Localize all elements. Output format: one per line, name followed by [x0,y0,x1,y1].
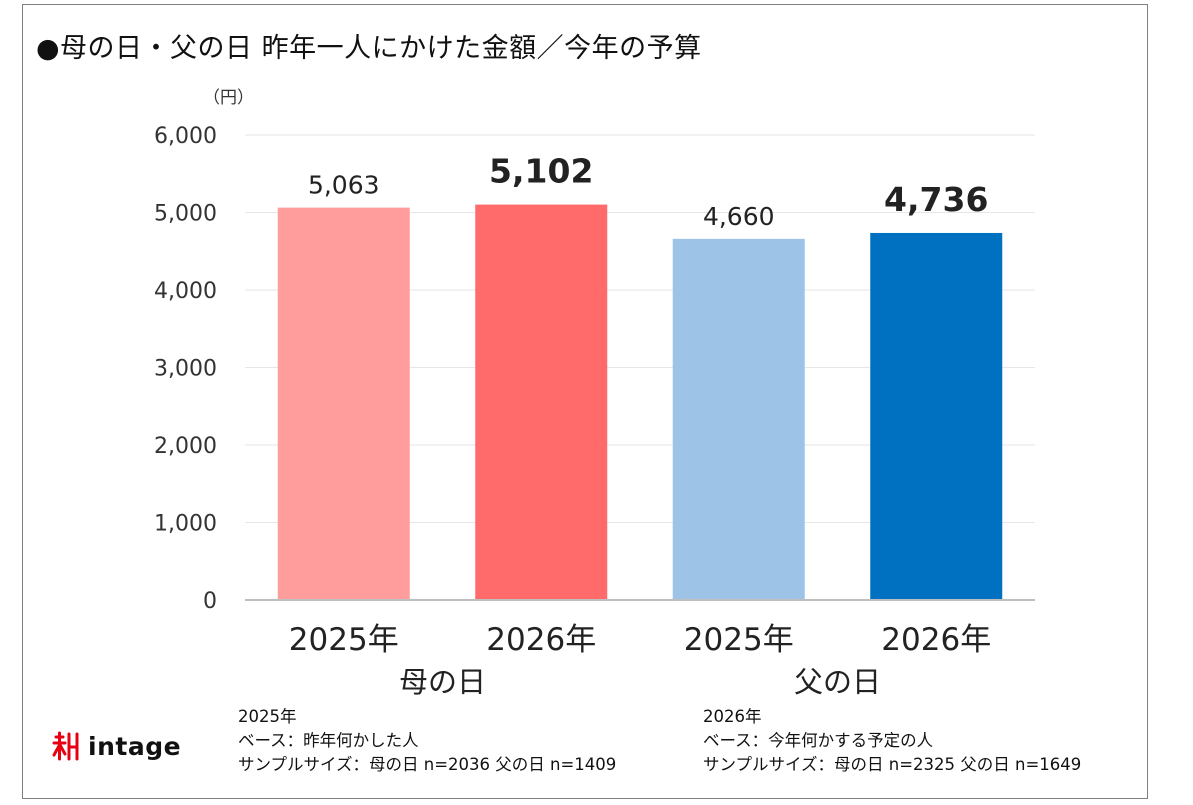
notes-2025: 2025年 ベース：昨年何かした人 サンプルサイズ：母の日 n=2036 父の日… [238,705,616,777]
notes-2025-year: 2025年 [238,707,297,726]
intage-logo-icon [52,731,79,761]
x-tick-label: 2026年 [486,622,596,658]
x-tick-label: 2025年 [289,622,399,658]
y-tick-label: 5,000 [154,202,217,227]
y-tick-label: 4,000 [154,279,217,304]
y-tick-label: 6,000 [154,124,217,149]
bar [277,207,410,600]
notes-2026: 2026年 ベース：今年何かする予定の人 サンプルサイズ：母の日 n=2325 … [703,705,1081,777]
y-unit-label: （円） [203,88,254,108]
y-tick-label: 1,000 [154,512,217,537]
notes-2026-base: ベース：今年何かする予定の人 [703,731,934,750]
data-label: 4,736 [884,180,988,219]
notes-2026-sample: サンプルサイズ：母の日 n=2325 父の日 n=1649 [703,755,1082,774]
data-label: 4,660 [703,202,775,231]
y-tick-label: 3,000 [154,357,217,382]
notes-2025-sample: サンプルサイズ：母の日 n=2036 父の日 n=1409 [238,755,617,774]
notes-2026-year: 2026年 [703,707,762,726]
x-tick-label: 2025年 [684,622,794,658]
chart-title: ●母の日・父の日 昨年一人にかけた金額／今年の予算 [36,33,702,64]
data-label: 5,063 [308,171,380,200]
notes-2025-base: ベース：昨年何かした人 [238,731,419,750]
y-tick-label: 0 [203,589,217,614]
bar [870,232,1003,600]
bar [475,204,608,600]
group-label: 父の日 [794,665,881,699]
x-tick-label: 2026年 [881,622,991,658]
y-tick-label: 2,000 [154,434,217,459]
data-label: 5,102 [489,152,593,191]
group-label: 母の日 [399,665,486,699]
logo-text: intage [88,731,182,761]
intage-logo: intage [52,730,181,762]
bar [672,238,805,600]
